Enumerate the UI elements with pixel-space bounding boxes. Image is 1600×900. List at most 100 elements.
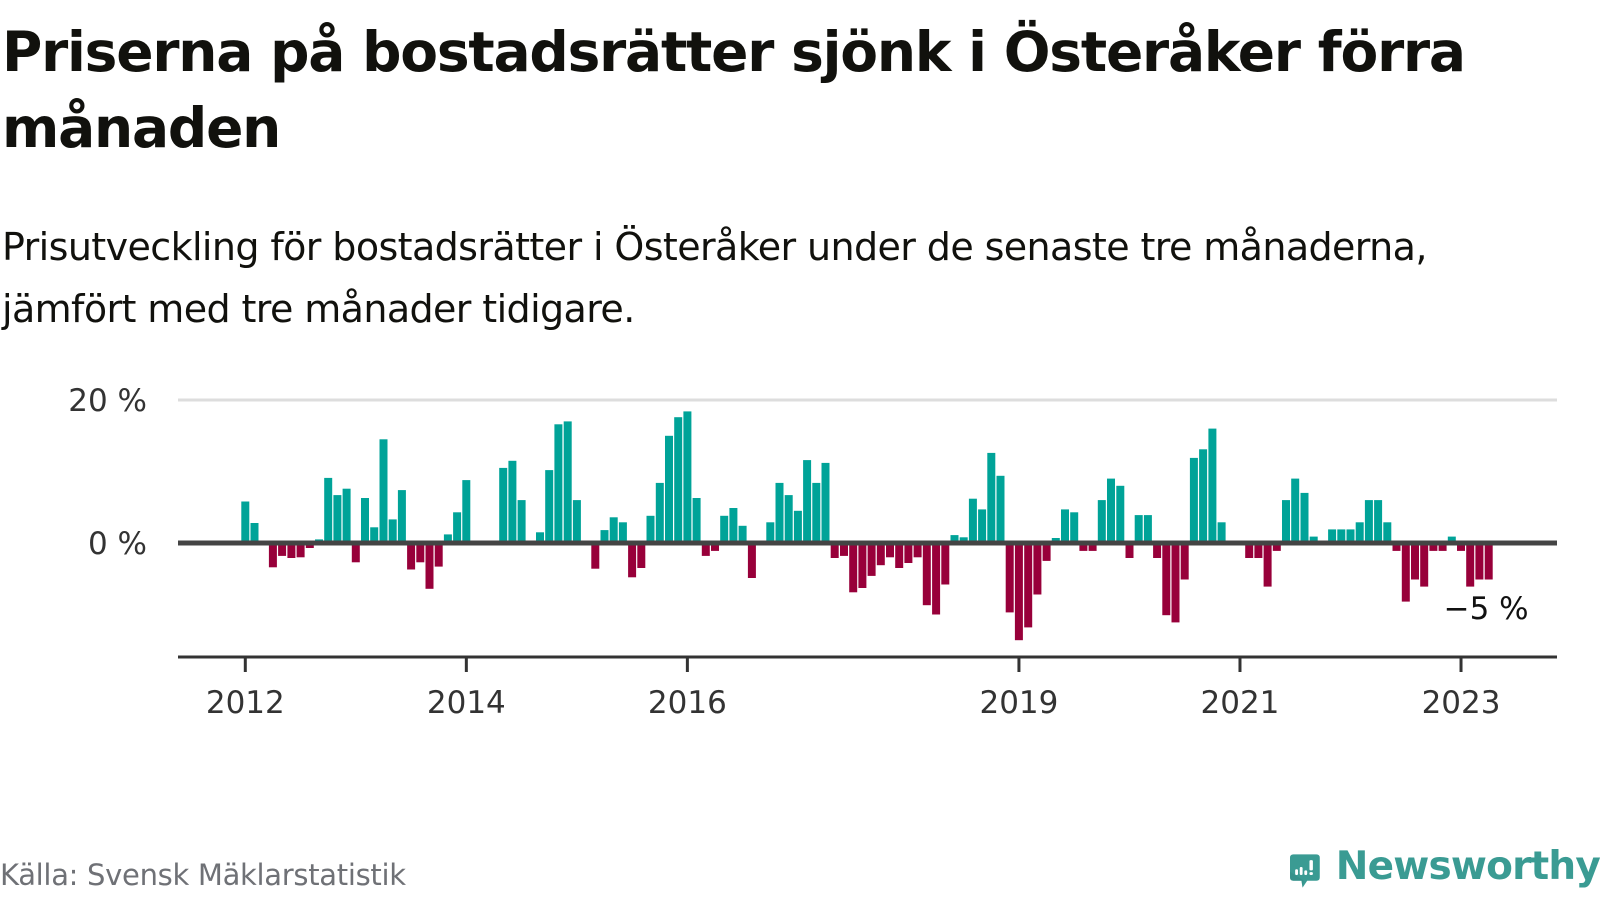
bar [1466,543,1475,587]
bar [738,525,747,543]
bar [1180,543,1189,580]
bar [1346,529,1355,543]
bar [600,530,609,543]
bar [1033,543,1042,595]
bar [895,543,904,568]
bar [1116,485,1125,543]
bar [370,527,379,543]
bar [830,543,839,558]
bar [1447,536,1456,543]
chart-title: Priserna på bostadsrätter sjönk i Österå… [2,20,1466,160]
bar [1079,543,1088,551]
bar [499,467,508,543]
y-tick-label: 20 % [68,383,147,419]
bar [840,543,848,556]
bar [1097,500,1106,543]
bar [351,543,360,563]
bar [1107,478,1115,543]
bar [1208,428,1217,543]
bar [941,543,950,585]
newsworthy-logo: Newsworthy [1290,842,1600,900]
bar [443,534,452,543]
bar [241,501,250,543]
bar [416,543,425,563]
bar [1355,522,1364,543]
bar [1401,543,1410,602]
bar [692,498,701,543]
bar [683,411,692,543]
bar [517,500,526,543]
bar [821,462,830,543]
bar [784,495,793,543]
bar [591,543,600,569]
bar [1070,512,1079,543]
bar [1438,543,1447,551]
bar [793,510,802,543]
bar [296,543,305,558]
bar [545,470,554,543]
bar [1153,543,1162,558]
bar [1245,543,1254,558]
bar [803,460,812,543]
bar [904,543,913,563]
bar [1374,500,1383,543]
bar [554,424,563,543]
bar [1125,543,1134,558]
bar [1383,522,1392,543]
bar [858,543,867,588]
x-tick-label: 2023 [1422,685,1501,721]
bar [968,498,977,543]
newsworthy-logo-icon [1290,854,1320,888]
last-value-label: −5 % [1444,591,1529,627]
brand-name: Newsworthy [1335,844,1600,889]
bar [1024,543,1033,628]
x-tick-label: 2012 [206,685,285,721]
bar [747,543,756,578]
bar [922,543,931,606]
bar [1420,543,1429,587]
bar [701,543,710,556]
bar [646,515,655,543]
bar [655,482,664,543]
bar [1429,543,1438,551]
bar [572,500,581,543]
bar [1272,543,1281,551]
bar [729,508,738,543]
bar [342,488,351,543]
bar [1005,543,1014,613]
bar [1457,543,1465,551]
bar [665,435,673,544]
bar [324,477,333,543]
bar [1300,492,1309,543]
bar [867,543,876,576]
x-tick-label: 2016 [648,685,727,721]
bar [978,509,987,543]
bar [536,532,544,543]
source-label: Källa: Svensk Mäklarstatistik [0,858,406,892]
bar [996,475,1005,543]
bar [1143,515,1152,543]
bar [932,543,941,615]
bar [711,543,719,551]
bar [1328,529,1337,543]
bar [434,543,443,567]
bar [1042,543,1051,561]
bar [618,522,627,543]
bar [959,537,968,543]
bar [1217,522,1226,543]
chart-subtitle: Prisutveckling för bostadsrätter i Öster… [2,225,1427,331]
bar [775,482,784,543]
bar [766,522,775,543]
bar [1309,536,1318,543]
bar [1291,478,1300,543]
bar [1014,543,1023,641]
x-tick-label: 2021 [1201,685,1280,721]
bar [849,543,858,593]
x-tick-label: 2019 [979,685,1058,721]
y-tick-label: 0 % [88,526,147,562]
bar [333,495,342,543]
bar [388,519,397,543]
bar [886,543,894,558]
bar [250,523,259,543]
bar [1061,509,1069,543]
